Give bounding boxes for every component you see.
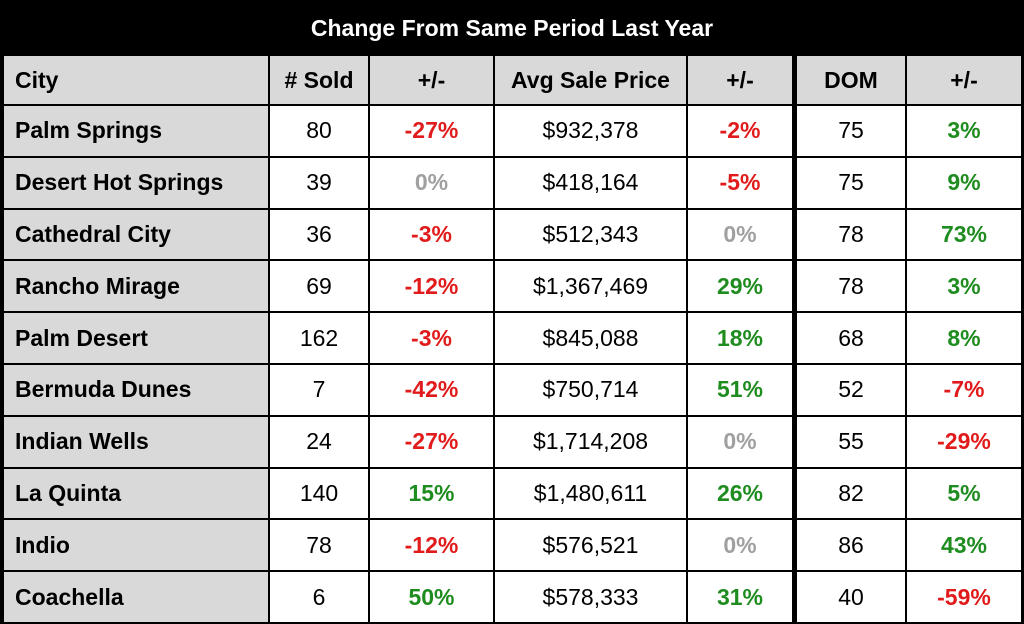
row-price-change: 31% — [688, 572, 792, 622]
table-title: Change From Same Period Last Year — [310, 14, 714, 41]
panel-city-sold: City # Sold +/- Palm Springs 80 -27% Desert… — [4, 56, 493, 622]
row-price: $576,521 — [495, 520, 686, 571]
row-sold-change: -12% — [370, 261, 493, 312]
row-dom: 86 — [797, 520, 905, 571]
row-dom: 75 — [797, 157, 905, 208]
row-price: $578,333 — [495, 572, 686, 622]
row-dom-change: 9% — [907, 157, 1021, 208]
row-dom-change: 3% — [907, 261, 1021, 312]
row-city: Rancho Mirage — [4, 261, 268, 312]
row-sold-change: 0% — [370, 157, 493, 208]
row-sold: 78 — [270, 520, 368, 571]
header-sold-change: +/- — [370, 56, 493, 104]
row-sold: 7 — [270, 364, 368, 415]
row-price-change: 26% — [688, 468, 792, 519]
row-dom: 40 — [797, 572, 905, 622]
row-dom: 52 — [797, 364, 905, 415]
row-city: Indio — [4, 520, 268, 571]
header-dom-change: +/- — [907, 56, 1021, 104]
row-sold-change: 50% — [370, 572, 493, 622]
row-price-change: -2% — [688, 106, 792, 156]
row-sold: 39 — [270, 157, 368, 208]
row-dom-change: -7% — [907, 364, 1021, 415]
row-price: $512,343 — [495, 209, 686, 260]
row-dom: 78 — [797, 209, 905, 260]
row-dom-change: 43% — [907, 520, 1021, 571]
row-city: La Quinta — [4, 468, 268, 519]
row-price-change: 51% — [688, 364, 792, 415]
row-price: $1,480,611 — [495, 468, 686, 519]
row-sold-change: -27% — [370, 106, 493, 156]
row-dom: 68 — [797, 313, 905, 363]
row-city: Bermuda Dunes — [4, 364, 268, 415]
row-dom-change: 8% — [907, 313, 1021, 363]
row-sold-change: 15% — [370, 468, 493, 519]
row-dom: 82 — [797, 468, 905, 519]
row-price-change: 0% — [688, 520, 792, 571]
row-price: $418,164 — [495, 157, 686, 208]
row-sold: 80 — [270, 106, 368, 156]
row-price: $1,714,208 — [495, 416, 686, 467]
row-city: Palm Springs — [4, 106, 268, 156]
header-price: Avg Sale Price — [495, 56, 686, 104]
header-sold: # Sold — [270, 56, 368, 104]
row-dom-change: 3% — [907, 106, 1021, 156]
row-price: $845,088 — [495, 313, 686, 363]
row-sold-change: -27% — [370, 416, 493, 467]
row-dom-change: 73% — [907, 209, 1021, 260]
row-city: Desert Hot Springs — [4, 157, 268, 208]
row-sold: 140 — [270, 468, 368, 519]
row-sold: 6 — [270, 572, 368, 622]
row-sold-change: -3% — [370, 313, 493, 363]
row-dom: 75 — [797, 106, 905, 156]
row-city: Coachella — [4, 572, 268, 622]
row-price-change: 0% — [688, 416, 792, 467]
row-price-change: 18% — [688, 313, 792, 363]
row-city: Cathedral City — [4, 209, 268, 260]
row-price-change: 29% — [688, 261, 792, 312]
row-dom: 78 — [797, 261, 905, 312]
row-dom-change: 5% — [907, 468, 1021, 519]
row-dom-change: -29% — [907, 416, 1021, 467]
row-price-change: 0% — [688, 209, 792, 260]
row-price: $1,367,469 — [495, 261, 686, 312]
panel-price: Avg Sale Price +/- $932,378 -2% $418,164 -5… — [495, 56, 792, 622]
row-city: Indian Wells — [4, 416, 268, 467]
row-price: $932,378 — [495, 106, 686, 156]
header-price-change: +/- — [688, 56, 792, 104]
row-sold: 69 — [270, 261, 368, 312]
row-sold-change: -12% — [370, 520, 493, 571]
header-dom: DOM — [797, 56, 905, 104]
row-sold-change: -3% — [370, 209, 493, 260]
row-dom: 55 — [797, 416, 905, 467]
row-city: Palm Desert — [4, 313, 268, 363]
panel-dom: DOM +/- 75 3% 75 9% 78 73% 78 3% 68 8% 52 -7% 55 -29%… — [797, 56, 1021, 622]
row-sold: 162 — [270, 313, 368, 363]
row-dom-change: -59% — [907, 572, 1021, 622]
row-price-change: -5% — [688, 157, 792, 208]
row-sold: 36 — [270, 209, 368, 260]
header-city: City — [4, 56, 268, 104]
row-sold-change: -42% — [370, 364, 493, 415]
row-sold: 24 — [270, 416, 368, 467]
row-price: $750,714 — [495, 364, 686, 415]
